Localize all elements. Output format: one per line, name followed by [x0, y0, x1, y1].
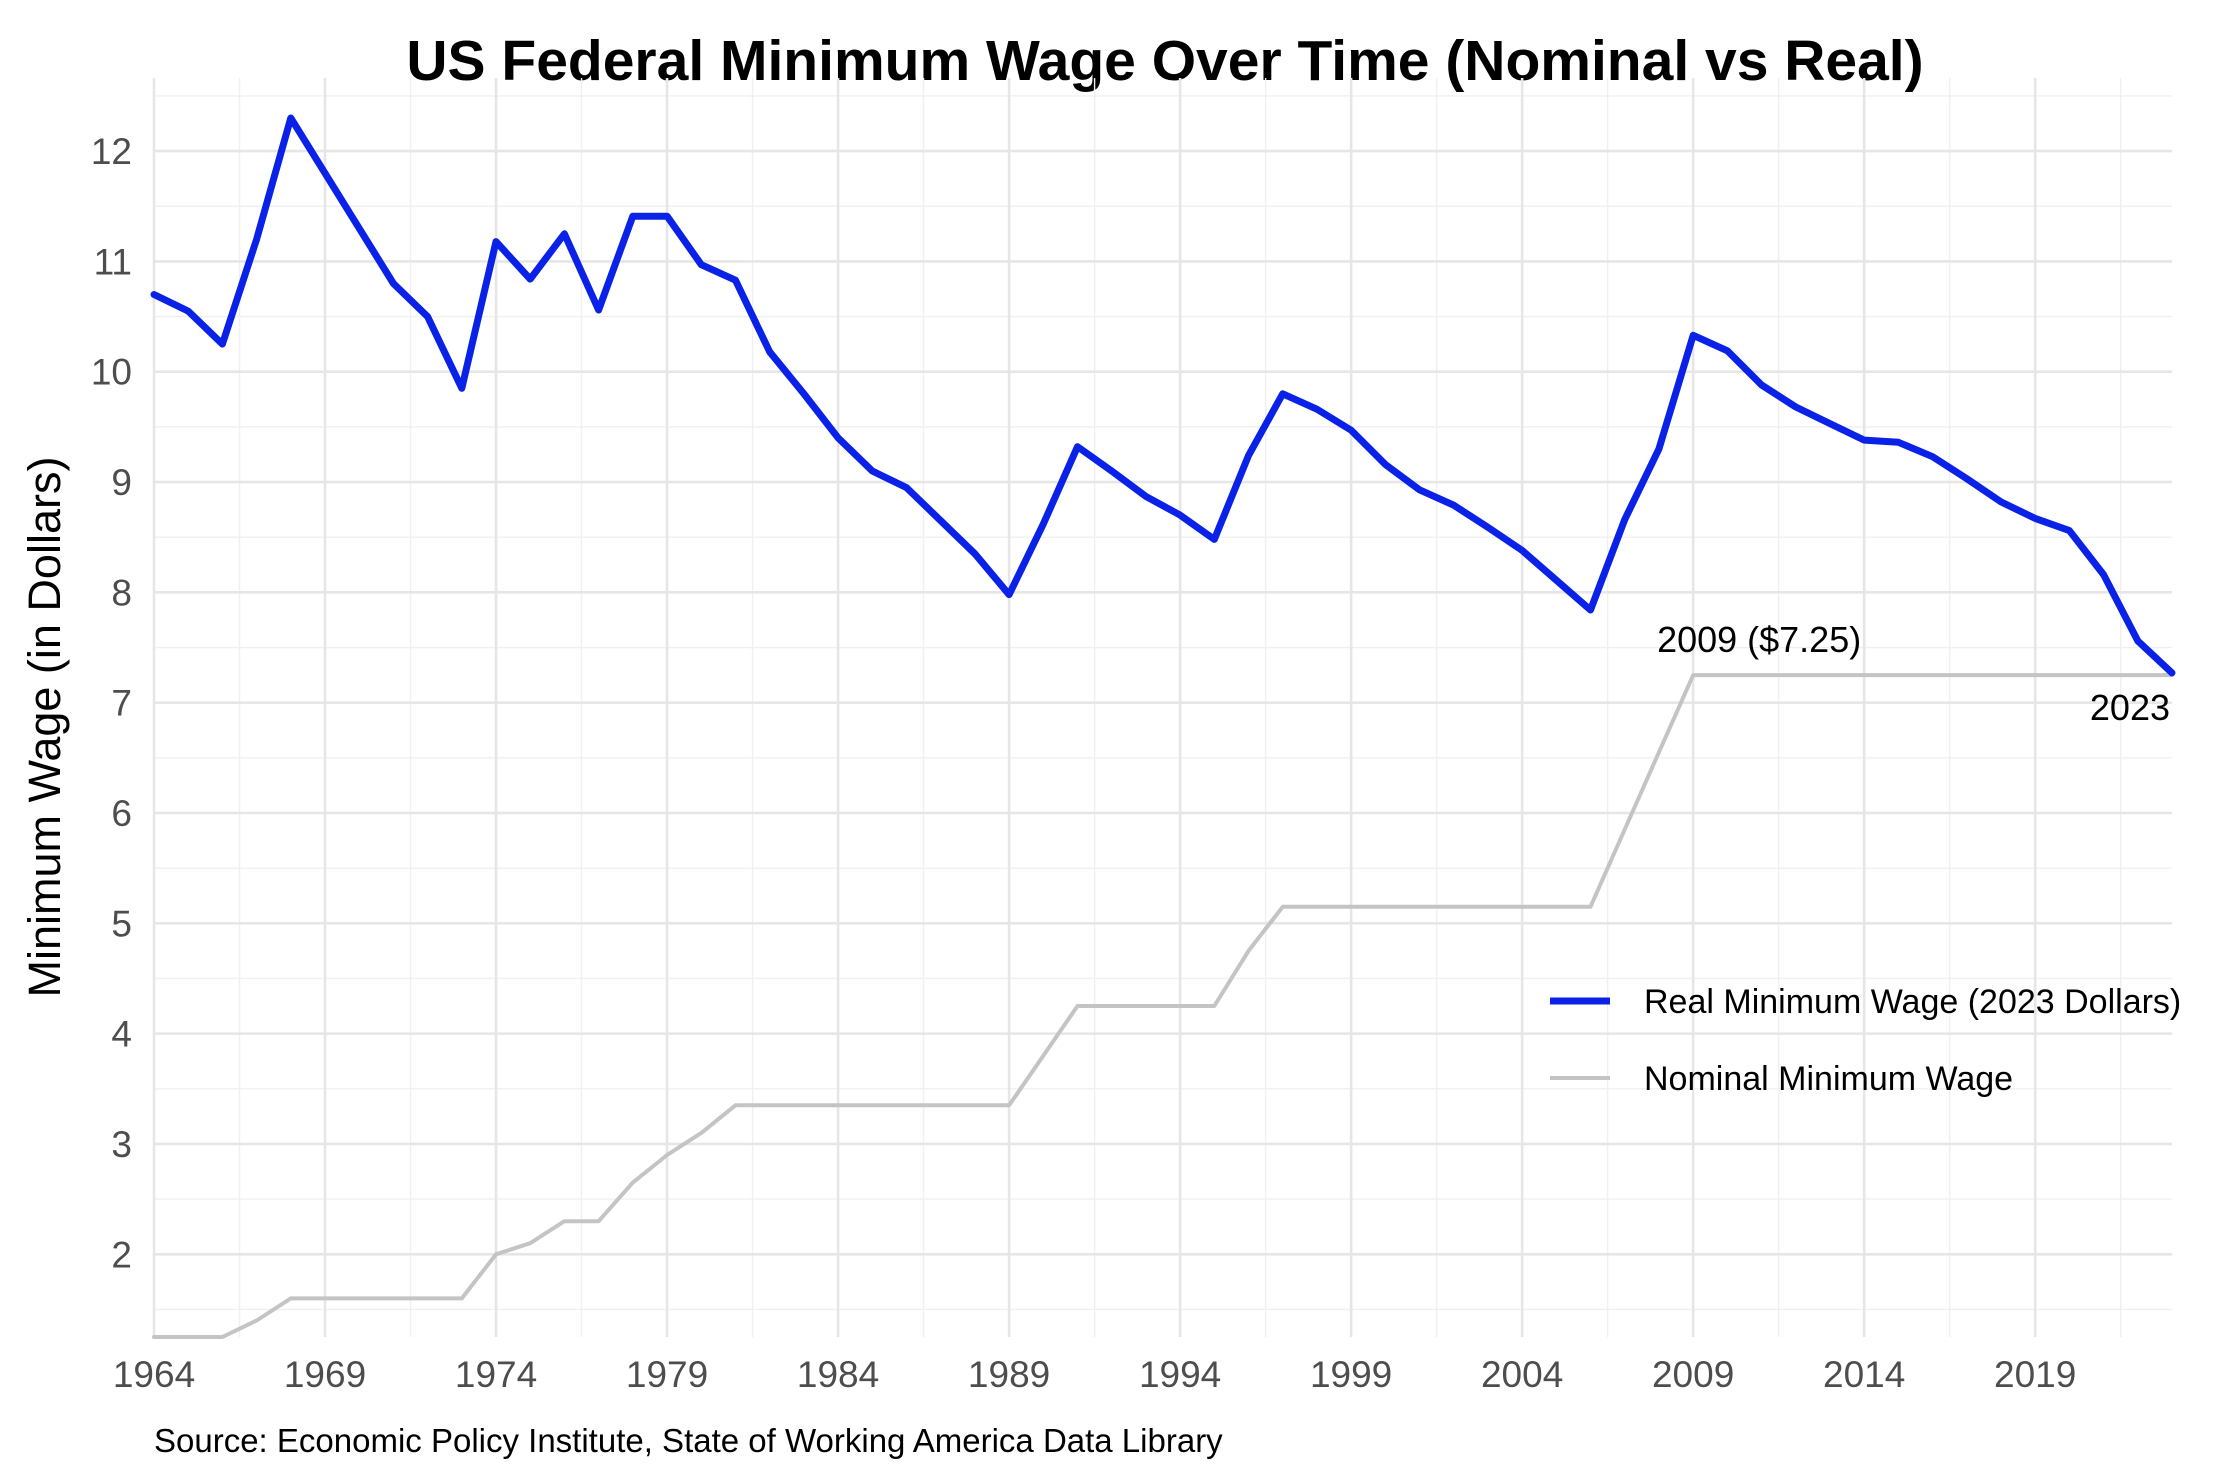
- y-axis-label: Minimum Wage (in Dollars): [19, 457, 70, 998]
- annotation-label: 2023: [2090, 687, 2170, 728]
- y-tick-label: 8: [111, 572, 132, 613]
- series-line-nominal: [152, 673, 2174, 1339]
- y-tick-label: 4: [111, 1014, 132, 1055]
- x-tick-label: 2014: [1823, 1354, 1905, 1395]
- x-tick-label: 1989: [968, 1354, 1050, 1395]
- tick-layer: 1964 1969 1974 1979 1984 1989 1994 1999 2004 2009…: [91, 131, 2076, 1395]
- x-tick-label: 1969: [284, 1354, 366, 1395]
- x-tick-label: 1999: [1310, 1354, 1392, 1395]
- x-tick-label: 1964: [113, 1354, 195, 1395]
- y-tick-label: 3: [111, 1124, 132, 1165]
- grid-layer: [152, 78, 2172, 1337]
- legend-label: Real Minimum Wage (2023 Dollars): [1644, 983, 2181, 1021]
- annotation-layer: 2009 ($7.25) 2023: [1657, 619, 2170, 728]
- y-tick-label: 9: [111, 462, 132, 503]
- x-tick-label: 2004: [1481, 1354, 1563, 1395]
- x-tick-label: 2009: [1652, 1354, 1734, 1395]
- y-tick-label: 5: [111, 903, 132, 944]
- y-tick-label: 10: [91, 352, 132, 393]
- legend-label: Nominal Minimum Wage: [1644, 1060, 2013, 1098]
- x-tick-label: 1979: [626, 1354, 708, 1395]
- series-layer: [150, 114, 2176, 1339]
- chart-title: US Federal Minimum Wage Over Time (Nomin…: [406, 29, 1923, 93]
- x-tick-label: 2019: [1994, 1354, 2076, 1395]
- annotation-label: 2009 ($7.25): [1657, 619, 1861, 660]
- x-tick-label: 1994: [1139, 1354, 1221, 1395]
- y-tick-label: 2: [111, 1234, 132, 1275]
- legend: Real Minimum Wage (2023 Dollars) Nominal …: [1550, 983, 2181, 1098]
- y-tick-label: 7: [111, 683, 132, 724]
- y-tick-label: 12: [91, 131, 132, 172]
- x-tick-label: 1984: [797, 1354, 879, 1395]
- source-caption: Source: Economic Policy Institute, State…: [154, 1422, 1223, 1459]
- y-tick-label: 6: [111, 793, 132, 834]
- x-tick-label: 1974: [455, 1354, 537, 1395]
- series-line-real: [150, 114, 2176, 677]
- y-tick-label: 11: [94, 241, 132, 282]
